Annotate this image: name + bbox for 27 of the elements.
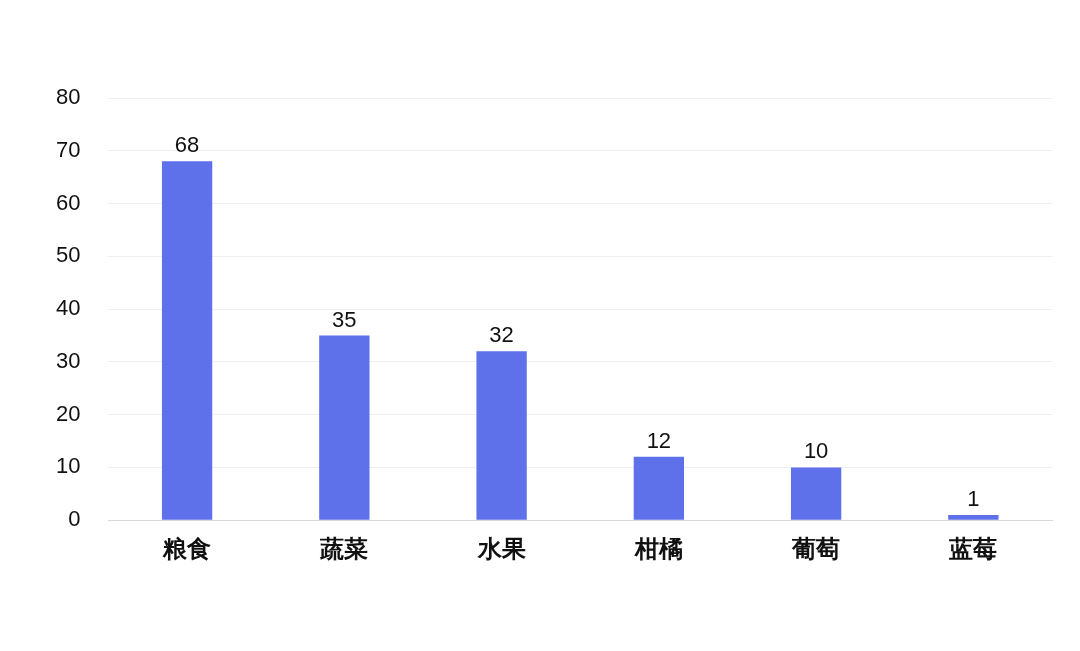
x-tick-label: 水果 bbox=[476, 533, 526, 563]
bar bbox=[476, 351, 527, 520]
bar bbox=[790, 467, 842, 520]
y-tick-label: 50 bbox=[55, 242, 81, 268]
y-tick-label: 80 bbox=[55, 84, 81, 110]
y-tick-label: 20 bbox=[55, 400, 81, 426]
data-label: 12 bbox=[646, 427, 672, 453]
y-tick-label: 30 bbox=[55, 347, 81, 373]
bar bbox=[633, 456, 685, 520]
y-tick-label: 0 bbox=[68, 506, 81, 532]
data-label: 10 bbox=[803, 438, 829, 464]
x-tick-label: 柑橘 bbox=[633, 533, 683, 563]
y-tick-label: 40 bbox=[55, 295, 81, 321]
y-tick-label: 10 bbox=[55, 453, 81, 479]
x-tick-label: 葡萄 bbox=[791, 533, 841, 563]
bar bbox=[319, 335, 370, 520]
x-tick-label: 蓝莓 bbox=[948, 533, 998, 563]
bar bbox=[948, 514, 999, 520]
data-label: 68 bbox=[174, 132, 200, 158]
data-label: 32 bbox=[489, 322, 514, 348]
bar bbox=[161, 161, 213, 520]
x-tick-label: 粮食 bbox=[162, 533, 212, 563]
y-tick-label: 60 bbox=[55, 189, 81, 215]
data-label: 35 bbox=[332, 306, 357, 332]
x-tick-label: 蔬菜 bbox=[319, 533, 369, 563]
data-label: 1 bbox=[967, 485, 980, 511]
y-tick-label: 70 bbox=[55, 136, 81, 162]
